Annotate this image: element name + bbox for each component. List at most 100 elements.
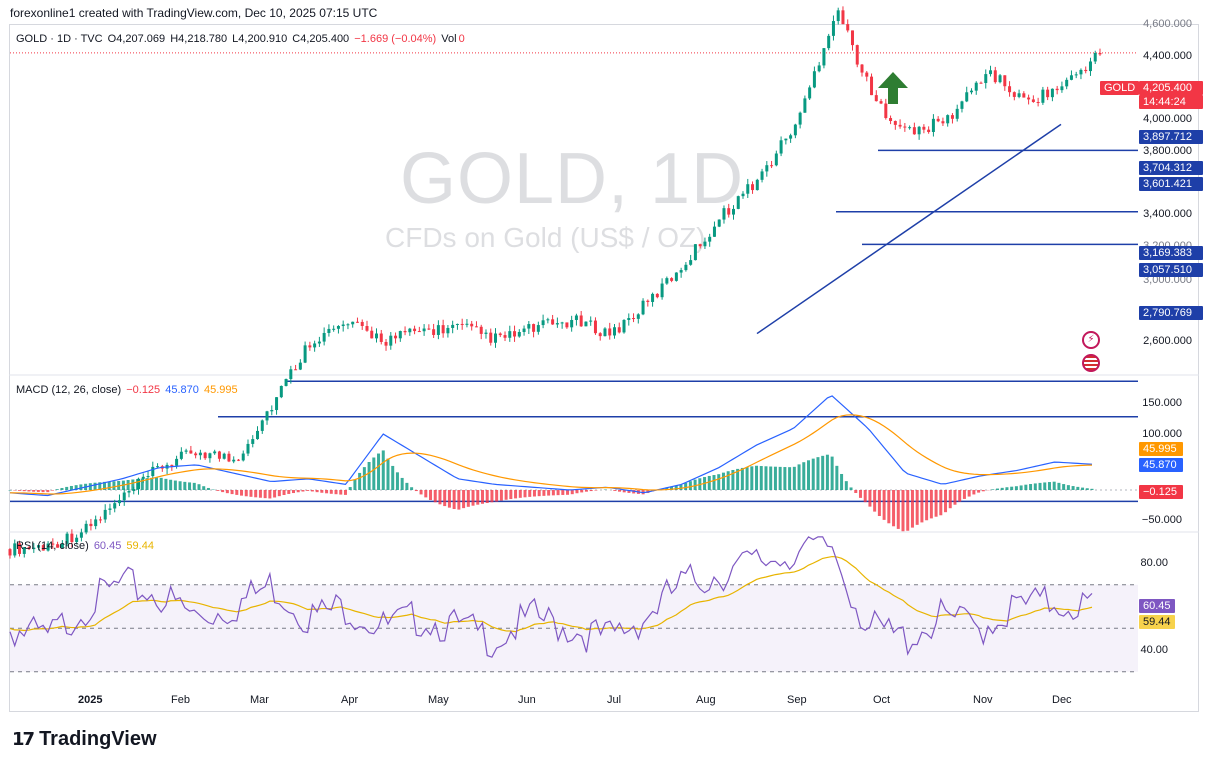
macd-histogram-bar	[679, 484, 683, 490]
macd-histogram-bar	[419, 490, 423, 495]
candle-body	[317, 341, 321, 344]
macd-histogram-bar	[953, 490, 957, 505]
candle-body	[812, 71, 816, 88]
lightning-icon[interactable]: ⚡	[1082, 331, 1100, 349]
candle-body	[793, 124, 797, 136]
candle-body	[484, 332, 488, 334]
macd-histogram-bar	[485, 490, 489, 504]
macd-histogram-bar	[348, 487, 352, 490]
rsi-title: RSI (14, close)	[16, 540, 89, 552]
brand-text: TradingView	[39, 728, 157, 750]
macd-histogram-bar	[622, 490, 626, 493]
rsi-legend[interactable]: RSI (14, close) 60.45 59.44	[16, 540, 156, 552]
macd-histogram-bar	[948, 490, 952, 509]
candle-body	[574, 315, 578, 320]
macd-histogram-bar	[925, 490, 929, 521]
candle-body	[612, 327, 616, 336]
candle-body	[679, 270, 683, 273]
candle-body	[265, 411, 269, 421]
macd-histogram-bar	[17, 490, 21, 491]
macd-histogram-bar	[1000, 487, 1004, 490]
candle-body	[413, 328, 417, 332]
price-tick: 4,600.000	[1143, 18, 1192, 30]
macd-histogram-bar	[750, 466, 754, 490]
candle-body	[889, 118, 893, 122]
macd-histogram-bar	[329, 490, 333, 494]
candle-body	[741, 193, 745, 197]
macd-histogram-bar	[882, 490, 886, 520]
candle-body	[460, 323, 464, 325]
legend-symbol[interactable]: GOLD · 1D · TVC	[16, 33, 103, 45]
tradingview-mark-icon: 𝟭𝟳	[12, 729, 35, 749]
macd-histogram-bar	[466, 490, 470, 507]
macd-histogram-bar	[145, 478, 149, 490]
macd-histogram-bar	[268, 490, 272, 499]
candle-body	[993, 70, 997, 83]
candle-body	[84, 523, 88, 533]
candle-body	[327, 328, 331, 333]
candle-body	[1055, 88, 1059, 91]
candle-body	[979, 82, 983, 84]
macd-histogram-bar	[561, 490, 565, 495]
candle-body	[217, 451, 221, 459]
level-tag: 3,601.421	[1139, 177, 1203, 191]
candle-body	[517, 332, 521, 337]
macd-histogram-bar	[27, 490, 31, 492]
candle-body	[1017, 93, 1021, 97]
price-tick: 3,400.000	[1143, 208, 1192, 220]
macd-histogram-bar	[102, 481, 106, 490]
up-arrow-icon	[878, 72, 908, 104]
macd-histogram-bar	[910, 490, 914, 528]
candle-body	[236, 459, 240, 461]
macd-histogram-bar	[575, 490, 579, 494]
candle-body	[565, 322, 569, 328]
candle-body	[884, 103, 888, 119]
rsi-value: 60.45	[93, 540, 122, 552]
macd-histogram-bar	[1014, 486, 1018, 490]
candle-body	[712, 226, 716, 237]
candle-body	[56, 544, 60, 548]
candle-body	[341, 324, 345, 327]
candle-body	[874, 95, 878, 102]
candle-body	[946, 115, 950, 124]
macd-histogram-bar	[282, 490, 286, 495]
candle-body	[665, 278, 669, 284]
countdown-tag: 14:44:24	[1139, 95, 1203, 109]
candle-body	[303, 345, 307, 363]
macd-histogram-bar	[972, 490, 976, 495]
candle-body	[1074, 74, 1078, 76]
macd-histogram-bar	[929, 490, 933, 519]
candle-body	[232, 459, 236, 462]
rsi-line	[9, 536, 1093, 658]
candle-body	[27, 547, 31, 550]
macd-histogram-bar	[1052, 481, 1056, 490]
macd-hist-value: −0.125	[126, 384, 161, 396]
macd-tick: 100.000	[1142, 428, 1182, 440]
legend-close: C4,205.400	[292, 33, 350, 45]
candle-body	[698, 244, 702, 247]
candle-body	[151, 466, 155, 477]
tradingview-logo[interactable]: 𝟭𝟳 TradingView	[12, 728, 157, 751]
macd-histogram-bar	[547, 490, 551, 496]
candle-body	[360, 321, 364, 327]
candle-body	[494, 333, 498, 343]
macd-histogram-bar	[551, 490, 555, 496]
candle-body	[641, 300, 645, 315]
candle-body	[755, 179, 759, 191]
macd-histogram-bar	[263, 490, 267, 499]
candle-body	[841, 10, 845, 25]
macd-histogram-bar	[1090, 488, 1094, 490]
macd-histogram-bar	[8, 490, 12, 491]
candle-body	[784, 138, 788, 141]
candle-body	[855, 45, 859, 65]
candle-body	[98, 519, 102, 521]
macd-histogram-bar	[140, 478, 144, 490]
macd-legend[interactable]: MACD (12, 26, close) −0.125 45.870 45.99…	[16, 384, 240, 396]
macd-histogram-bar	[377, 453, 381, 490]
us-flag-icon[interactable]	[1082, 354, 1100, 372]
candle-body	[912, 127, 916, 135]
candle-body	[284, 379, 288, 386]
macd-histogram-bar	[991, 489, 995, 490]
trendline	[756, 123, 1062, 335]
